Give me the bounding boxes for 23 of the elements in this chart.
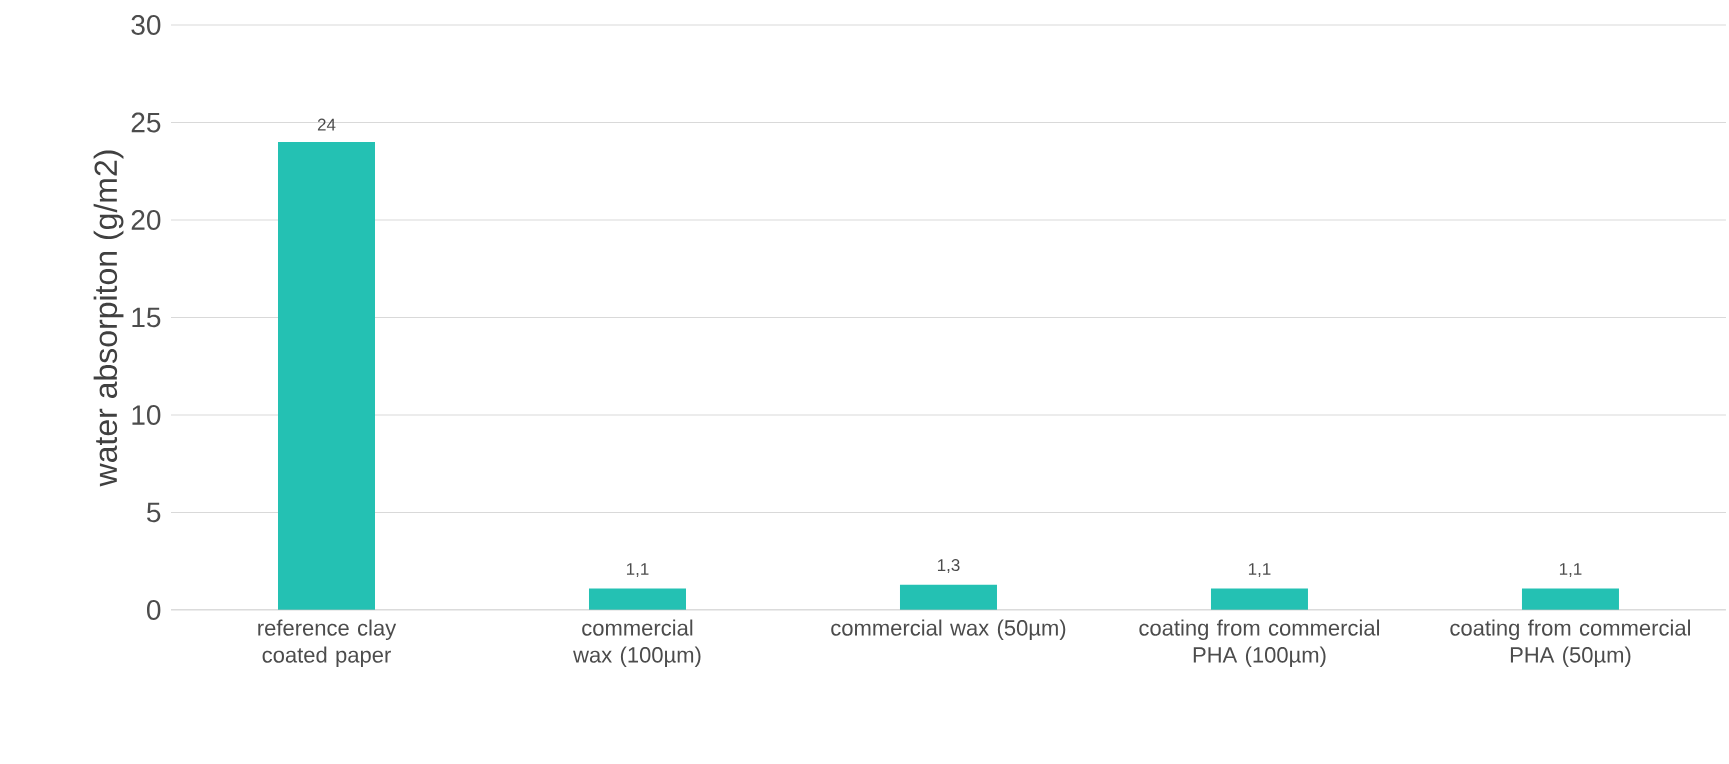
x-tick-label: coating from commercial PHA (100µm)	[1139, 619, 1379, 668]
bar	[1210, 588, 1308, 610]
x-tick-label: reference clay coated paper	[258, 619, 397, 668]
data-label: 24	[317, 118, 336, 131]
y-tick-label: 25	[131, 112, 161, 133]
data-label: 1,3	[937, 559, 960, 574]
bar	[1521, 588, 1619, 610]
x-tick-label: commercial wax (100µm)	[573, 619, 701, 668]
y-tick-label: 30	[131, 15, 161, 35]
bar	[588, 588, 686, 610]
y-tick-label: 5	[147, 502, 161, 523]
data-label: 1,1	[626, 563, 649, 578]
y-tick-label: 15	[132, 307, 161, 328]
bar	[899, 584, 997, 610]
y-axis-title: water absorpiton (g/m2)	[93, 150, 124, 487]
x-tick-label: coating from commercial PHA (50µm)	[1450, 619, 1690, 668]
bar	[278, 141, 375, 610]
y-tick-label: 10	[132, 405, 161, 425]
data-label: 1,1	[1248, 563, 1271, 578]
x-tick-label: commercial wax (50µm)	[831, 619, 1066, 641]
y-tick-label: 0	[147, 600, 161, 620]
data-label: 1,1	[1559, 563, 1582, 578]
y-tick-label: 20	[131, 210, 161, 230]
